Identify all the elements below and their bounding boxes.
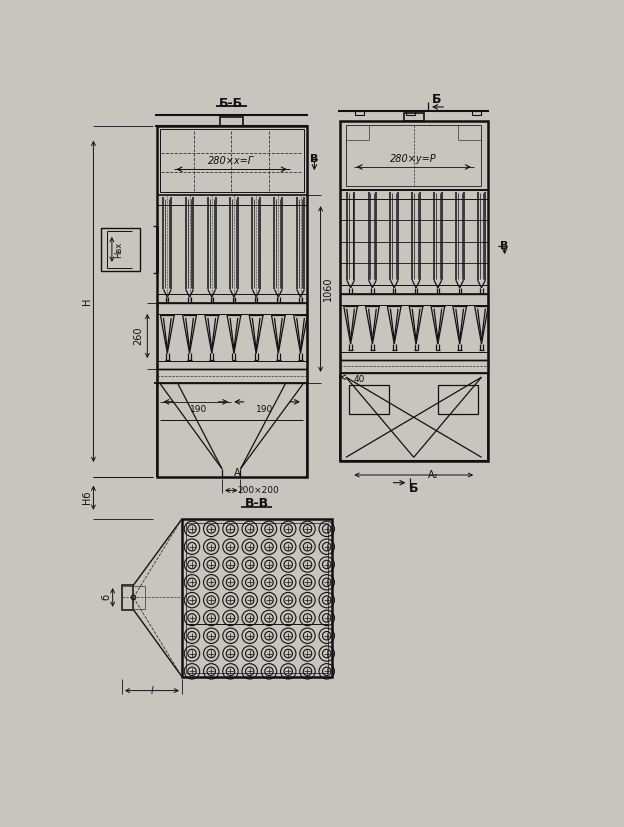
- Text: Б: Б: [432, 93, 442, 106]
- Text: 280×х=Г: 280×х=Г: [208, 155, 255, 166]
- Bar: [472, 111, 482, 115]
- Text: A: A: [234, 468, 241, 478]
- Bar: [340, 360, 488, 373]
- Bar: [439, 385, 479, 414]
- Text: 1060: 1060: [323, 276, 333, 301]
- Bar: [355, 111, 364, 115]
- Text: Hвх: Hвх: [114, 241, 124, 257]
- Text: l: l: [150, 686, 154, 696]
- Text: 280×y=P: 280×y=P: [391, 154, 437, 164]
- Bar: [182, 519, 332, 676]
- Text: A₂: A₂: [427, 470, 438, 480]
- Bar: [349, 385, 389, 414]
- Text: 200×200: 200×200: [237, 486, 279, 495]
- Text: В-В: В-В: [245, 497, 269, 510]
- Text: 40: 40: [354, 375, 365, 384]
- Text: 190: 190: [190, 405, 208, 414]
- Text: Б: Б: [409, 481, 419, 495]
- Text: 260: 260: [133, 327, 143, 345]
- Bar: [220, 117, 243, 127]
- Bar: [406, 111, 416, 115]
- Bar: [122, 586, 134, 609]
- Text: б: б: [102, 595, 112, 600]
- Bar: [157, 304, 307, 369]
- Bar: [157, 369, 307, 383]
- Text: 190: 190: [256, 405, 273, 414]
- Text: H: H: [82, 297, 92, 304]
- Bar: [186, 523, 328, 673]
- Text: В: В: [310, 155, 319, 165]
- Bar: [340, 121, 488, 461]
- Bar: [122, 586, 145, 609]
- Bar: [157, 127, 307, 476]
- Bar: [101, 227, 140, 271]
- Text: Б-Б: Б-Б: [219, 97, 243, 110]
- Text: В: В: [500, 241, 509, 251]
- Bar: [346, 125, 482, 186]
- Text: Hб: Hб: [82, 490, 92, 504]
- Bar: [340, 294, 488, 360]
- Bar: [160, 129, 304, 193]
- Bar: [404, 113, 424, 121]
